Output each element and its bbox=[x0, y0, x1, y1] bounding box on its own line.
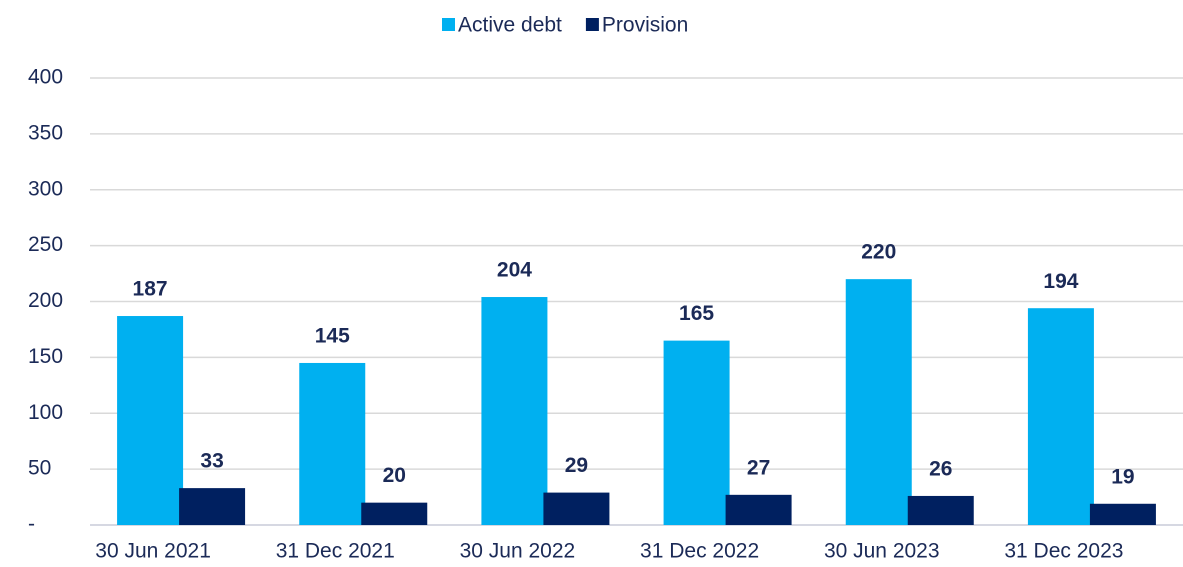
bar bbox=[663, 340, 730, 525]
x-tick-label: 31 Dec 2021 bbox=[276, 540, 395, 563]
value-label: 145 bbox=[315, 325, 350, 348]
value-label: 194 bbox=[1043, 270, 1078, 293]
y-tick-label: 350 bbox=[28, 121, 63, 144]
y-tick-label: - bbox=[28, 513, 35, 536]
bar bbox=[299, 362, 366, 525]
value-label: 220 bbox=[861, 241, 896, 264]
bar bbox=[725, 494, 792, 525]
y-tick-label: 300 bbox=[28, 177, 63, 200]
legend-swatch bbox=[585, 18, 599, 31]
x-tick-label: 30 Jun 2021 bbox=[95, 540, 211, 563]
value-label: 187 bbox=[133, 278, 168, 301]
x-tick-label: 30 Jun 2023 bbox=[824, 540, 940, 563]
bar bbox=[845, 279, 912, 525]
y-tick-label: 50 bbox=[28, 457, 51, 480]
bar bbox=[361, 502, 428, 525]
bar bbox=[907, 495, 974, 525]
y-tick-label: 100 bbox=[28, 401, 63, 424]
bar bbox=[1089, 503, 1156, 525]
value-label: 29 bbox=[565, 454, 588, 477]
x-tick-label: 30 Jun 2022 bbox=[460, 540, 576, 563]
value-label: 19 bbox=[1111, 465, 1134, 488]
legend-swatch bbox=[442, 18, 455, 31]
value-label: 165 bbox=[679, 302, 714, 325]
bar bbox=[543, 492, 610, 525]
value-label: 33 bbox=[200, 450, 223, 473]
value-label: 26 bbox=[929, 457, 952, 480]
bar bbox=[179, 488, 246, 525]
x-tick-label: 31 Dec 2022 bbox=[640, 540, 759, 563]
y-tick-label: 200 bbox=[28, 289, 63, 312]
legend-label: Active debt bbox=[458, 14, 562, 37]
legend-label: Provision bbox=[602, 14, 688, 37]
y-tick-label: 250 bbox=[28, 233, 63, 256]
bar bbox=[117, 316, 184, 525]
y-tick-label: 150 bbox=[28, 345, 63, 368]
value-label: 20 bbox=[383, 464, 406, 487]
value-label: 27 bbox=[747, 456, 770, 479]
bar bbox=[481, 297, 548, 525]
value-label: 204 bbox=[497, 259, 532, 282]
bar bbox=[1027, 308, 1094, 525]
x-tick-label: 31 Dec 2023 bbox=[1004, 540, 1123, 563]
y-tick-label: 400 bbox=[28, 66, 63, 89]
